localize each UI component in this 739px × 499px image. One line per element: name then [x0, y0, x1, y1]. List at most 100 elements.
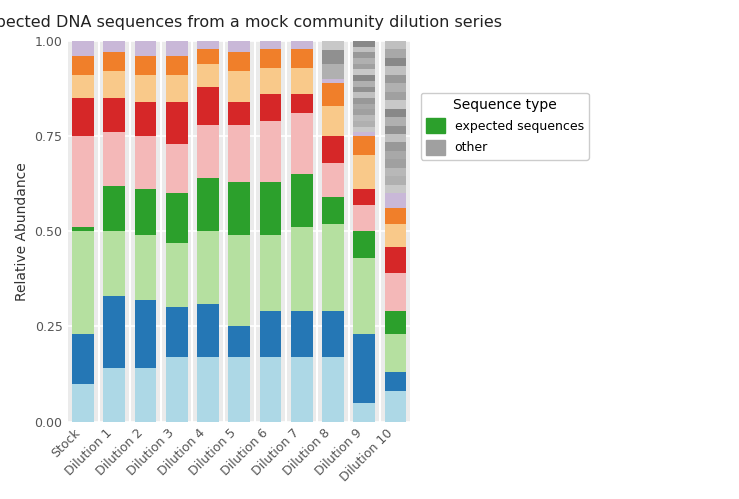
Bar — [197, 48, 219, 64]
Bar — [322, 41, 344, 50]
Bar — [72, 232, 94, 334]
Bar — [259, 41, 282, 48]
Bar — [228, 235, 251, 326]
Bar — [72, 75, 94, 98]
Bar — [384, 83, 406, 92]
Bar — [291, 41, 313, 48]
Bar — [103, 41, 125, 52]
Bar — [134, 368, 157, 422]
Bar — [166, 357, 188, 422]
Bar — [134, 75, 157, 102]
Bar — [322, 136, 344, 163]
Bar — [353, 115, 375, 121]
Bar — [228, 125, 251, 182]
Bar — [291, 174, 313, 228]
Bar — [384, 391, 406, 422]
Bar — [353, 132, 375, 136]
Bar — [353, 121, 375, 127]
Bar — [291, 357, 313, 422]
Bar — [197, 41, 219, 48]
Bar — [384, 151, 406, 159]
Bar — [134, 300, 157, 368]
Bar — [259, 311, 282, 357]
Bar — [384, 185, 406, 193]
Bar — [134, 102, 157, 136]
Bar — [197, 87, 219, 125]
Bar — [322, 224, 344, 311]
Bar — [384, 273, 406, 311]
Bar — [291, 94, 313, 113]
Bar — [197, 125, 219, 178]
Bar — [134, 56, 157, 75]
Bar — [384, 372, 406, 391]
Bar — [228, 52, 251, 71]
Bar — [384, 75, 406, 83]
Bar — [259, 357, 282, 422]
Bar — [384, 92, 406, 100]
Bar — [353, 403, 375, 422]
Legend: expected sequences, other: expected sequences, other — [420, 93, 589, 160]
Bar — [228, 357, 251, 422]
Bar — [322, 79, 344, 83]
Bar — [384, 247, 406, 273]
Bar — [103, 98, 125, 132]
Bar — [384, 224, 406, 247]
Bar — [103, 296, 125, 368]
Bar — [72, 56, 94, 75]
Bar — [353, 52, 375, 58]
Bar — [166, 41, 188, 56]
Bar — [103, 186, 125, 232]
Bar — [322, 311, 344, 357]
Bar — [384, 334, 406, 372]
Bar — [384, 100, 406, 109]
Bar — [353, 205, 375, 232]
Title: Expected DNA sequences from a mock community dilution series: Expected DNA sequences from a mock commu… — [0, 15, 503, 30]
Bar — [353, 334, 375, 403]
Bar — [384, 134, 406, 142]
Bar — [353, 109, 375, 115]
Bar — [291, 228, 313, 311]
Bar — [353, 41, 375, 46]
Bar — [384, 142, 406, 151]
Bar — [384, 117, 406, 126]
Bar — [384, 176, 406, 185]
Bar — [166, 144, 188, 193]
Bar — [259, 67, 282, 94]
Bar — [228, 71, 251, 102]
Bar — [384, 58, 406, 66]
Bar — [103, 232, 125, 296]
Bar — [353, 190, 375, 205]
Bar — [197, 64, 219, 87]
Bar — [166, 307, 188, 357]
Bar — [353, 87, 375, 92]
Bar — [353, 232, 375, 258]
Bar — [384, 193, 406, 209]
Bar — [72, 384, 94, 422]
Bar — [353, 81, 375, 87]
Bar — [384, 66, 406, 75]
Bar — [353, 104, 375, 109]
Bar — [384, 159, 406, 168]
Bar — [353, 258, 375, 334]
Bar — [166, 193, 188, 243]
Bar — [384, 311, 406, 334]
Bar — [384, 126, 406, 134]
Bar — [259, 235, 282, 311]
Bar — [384, 209, 406, 224]
Bar — [259, 94, 282, 121]
Bar — [228, 326, 251, 357]
Bar — [197, 303, 219, 357]
Bar — [353, 127, 375, 132]
Bar — [353, 136, 375, 155]
Bar — [228, 182, 251, 235]
Bar — [384, 168, 406, 176]
Bar — [384, 41, 406, 49]
Bar — [353, 46, 375, 52]
Bar — [72, 41, 94, 56]
Bar — [322, 83, 344, 106]
Bar — [197, 357, 219, 422]
Bar — [322, 163, 344, 197]
Bar — [134, 136, 157, 190]
Bar — [322, 357, 344, 422]
Bar — [353, 92, 375, 98]
